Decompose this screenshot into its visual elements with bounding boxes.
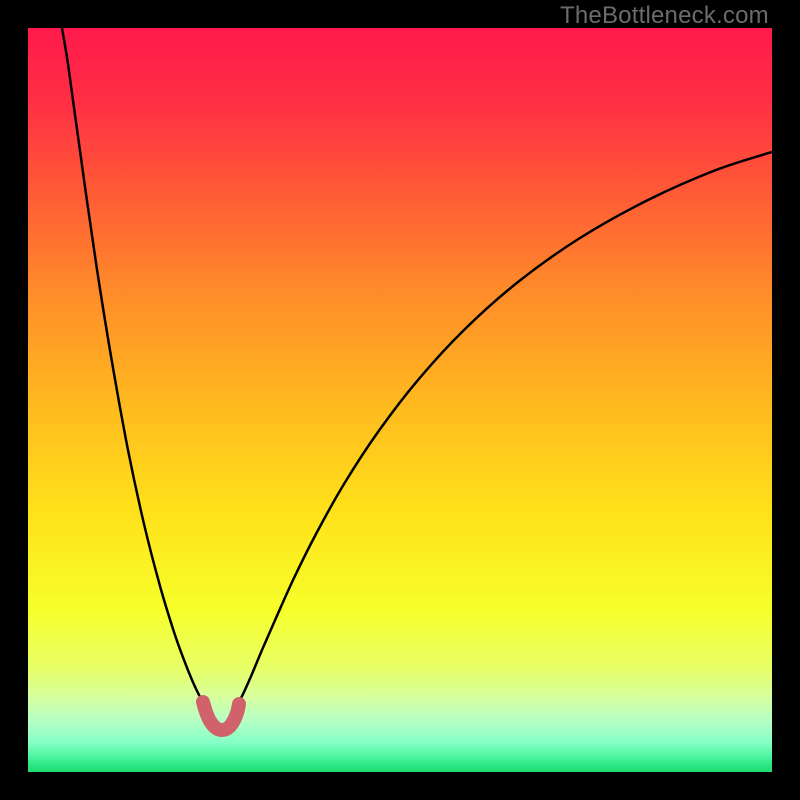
watermark-text: TheBottleneck.com [560,2,769,30]
chart-frame: TheBottleneck.com [0,0,800,800]
curves-layer [28,28,772,772]
curve-highlight [203,702,239,730]
curve-left [62,28,203,702]
curve-right [239,152,772,702]
